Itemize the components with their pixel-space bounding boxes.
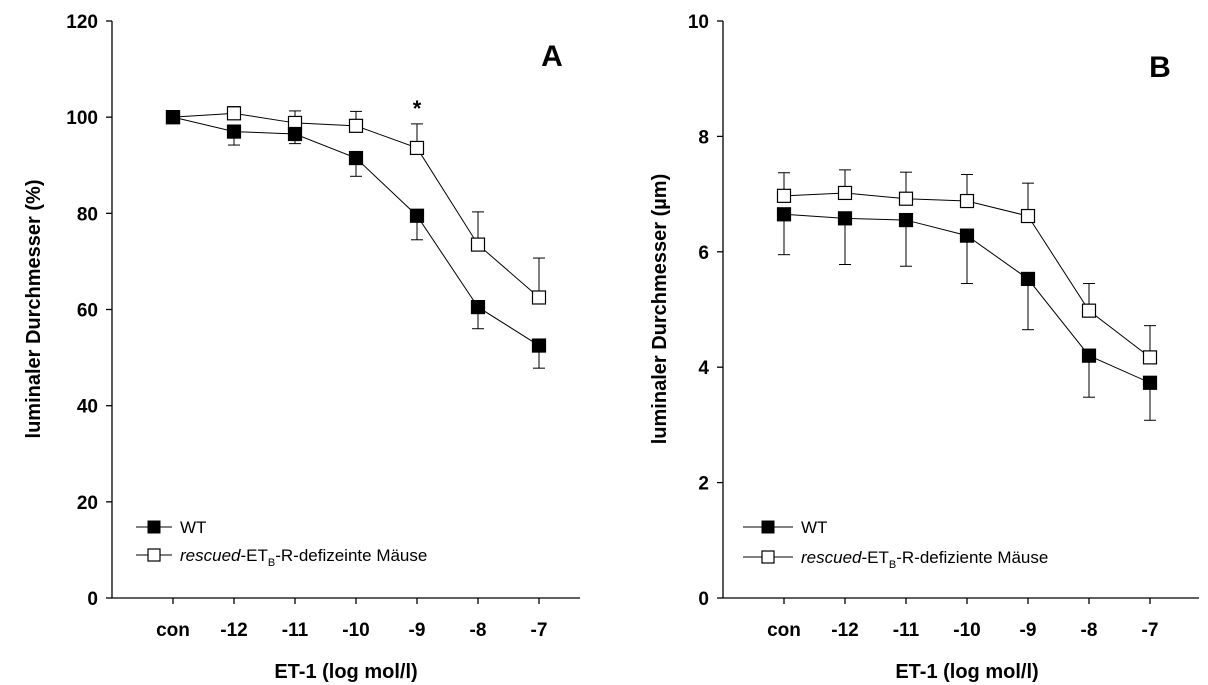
data-point-b-1 xyxy=(776,188,792,203)
panel-a: luminaler Durchmesser (%) ET-1 (log mol/… xyxy=(23,12,580,683)
y-tick-label-a: 80 xyxy=(77,204,98,225)
x-axis-label-b: ET-1 (log mol/l) xyxy=(895,661,1038,683)
y-tick-label-a: 0 xyxy=(87,589,98,610)
x-tick-label-a: -9 xyxy=(409,620,426,641)
panel-label-b: B xyxy=(1149,51,1171,84)
series-line-a-1 xyxy=(172,112,540,298)
x-tick-label-b: -10 xyxy=(953,620,980,641)
panel-b: luminaler Durchmesser (µm) ET-1 (log mol… xyxy=(649,12,1199,683)
data-point-b-1 xyxy=(1142,350,1158,365)
data-point-a-0 xyxy=(165,110,181,125)
y-tick-label-b: 10 xyxy=(688,12,709,33)
data-point-b-1 xyxy=(1081,303,1097,318)
data-point-b-1 xyxy=(837,185,853,201)
data-point-a-0 xyxy=(226,124,242,139)
data-point-b-1 xyxy=(898,191,914,206)
data-point-a-0 xyxy=(470,299,486,315)
legend-a: WT rescued-ETB-R-defizeinte Mäuse xyxy=(136,518,427,569)
y-tick-label-a: 120 xyxy=(66,12,98,33)
panel-label-a: A xyxy=(541,40,563,73)
x-axis-label-a: ET-1 (log mol/l) xyxy=(274,661,417,683)
y-tick-label-b: 8 xyxy=(698,127,709,148)
data-point-a-1 xyxy=(531,290,547,305)
y-tick-label-b: 6 xyxy=(698,243,709,264)
legend-label-b-rescued: rescued-ETB-R-defiziente Mäuse xyxy=(801,548,1048,571)
y-axis-label-b: luminaler Durchmesser (µm) xyxy=(649,174,671,445)
data-point-a-1 xyxy=(226,106,242,121)
y-tick-label-b: 4 xyxy=(698,358,709,379)
x-tick-label-b: -7 xyxy=(1142,620,1159,641)
y-tick-label-a: 20 xyxy=(77,493,98,514)
data-point-a-1 xyxy=(348,118,364,133)
y-tick-label-a: 40 xyxy=(77,397,98,418)
y-tick-label-a: 60 xyxy=(77,301,98,322)
data-point-a-1 xyxy=(409,140,425,156)
x-tick-label-b: -8 xyxy=(1081,620,1098,641)
x-tick-label-a: -7 xyxy=(531,620,548,641)
y-tick-label-b: 0 xyxy=(698,589,709,610)
legend-b: WT rescued-ETB-R-defiziente Mäuse xyxy=(743,518,1048,571)
data-point-b-1 xyxy=(959,193,975,209)
data-point-a-0 xyxy=(348,150,364,166)
legend-label-a-rescued: rescued-ETB-R-defizeinte Mäuse xyxy=(180,546,427,569)
data-point-a-0 xyxy=(531,338,547,353)
data-point-a-1 xyxy=(470,237,486,252)
x-tick-label-b: -9 xyxy=(1020,620,1037,641)
x-tick-label-b: -12 xyxy=(831,620,858,641)
data-point-b-0 xyxy=(1081,348,1097,363)
x-tick-label-a: con xyxy=(156,620,190,641)
x-tick-label-b: -11 xyxy=(893,620,920,641)
x-tick-label-a: -12 xyxy=(220,620,247,641)
y-axis-label-a: luminaler Durchmesser (%) xyxy=(23,180,45,439)
data-point-b-0 xyxy=(837,211,853,226)
y-tick-label-a: 100 xyxy=(66,108,98,129)
data-point-a-0 xyxy=(287,126,303,142)
x-tick-label-a: -8 xyxy=(470,620,487,641)
data-point-b-0 xyxy=(898,212,914,228)
significance-marker-a: * xyxy=(413,96,422,121)
data-point-b-0 xyxy=(1142,375,1158,390)
x-tick-label-b: con xyxy=(767,620,801,641)
legend-label-a-wt: WT xyxy=(180,518,206,537)
data-point-b-0 xyxy=(1020,271,1036,287)
data-point-b-0 xyxy=(776,207,792,222)
x-tick-label-a: -10 xyxy=(342,620,369,641)
data-point-b-0 xyxy=(959,228,975,243)
data-point-a-0 xyxy=(409,208,425,223)
y-tick-label-b: 2 xyxy=(698,474,709,495)
x-tick-label-a: -11 xyxy=(282,620,309,641)
legend-label-b-wt: WT xyxy=(801,518,827,537)
data-point-b-1 xyxy=(1020,208,1036,224)
